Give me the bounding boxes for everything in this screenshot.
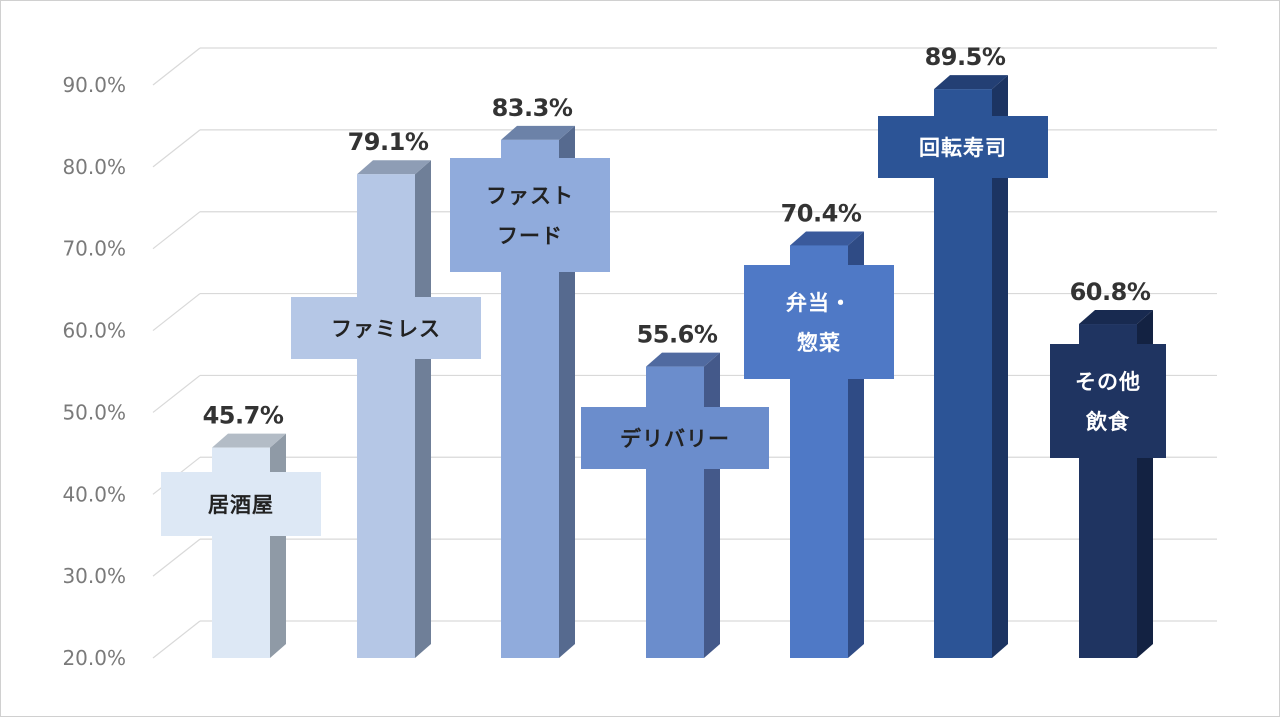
y-tick-label: 30.0% [62, 564, 126, 588]
bar [357, 174, 415, 658]
data-label: 83.3% [492, 94, 573, 122]
category-label: 回転寿司 [878, 116, 1048, 178]
category-label-box [744, 265, 894, 379]
category-label-box [1050, 344, 1166, 458]
category-label-box [450, 158, 610, 272]
gridline-diagonal [152, 538, 201, 577]
gridline-diagonal [152, 211, 201, 250]
data-label: 60.8% [1070, 278, 1151, 306]
y-tick-label: 20.0% [62, 646, 126, 670]
category-label: ファミレス [291, 297, 481, 359]
y-tick-label: 80.0% [62, 155, 126, 179]
bar-group: 居酒屋 45.7% [161, 402, 321, 658]
y-tick-label: 90.0% [62, 73, 126, 97]
bar-side [270, 433, 286, 658]
bar-side [992, 75, 1008, 659]
bar [934, 89, 992, 659]
category-label: 居酒屋 [161, 472, 321, 536]
data-label: 89.5% [925, 43, 1006, 71]
bar-top [212, 433, 286, 448]
category-label-box [581, 407, 769, 469]
category-label-text: 回転寿司 [919, 136, 1007, 160]
bar-top [1079, 310, 1153, 325]
y-tick-label: 40.0% [62, 482, 126, 506]
bar-group: ファミレス 79.1% [291, 128, 481, 658]
bar-top [934, 75, 1008, 90]
gridline-diagonal [152, 47, 201, 86]
category-label: 弁当・惣菜 [744, 265, 894, 379]
y-tick-label: 60.0% [62, 319, 126, 343]
gridline-diagonal [152, 129, 201, 168]
gridline-diagonal [152, 620, 201, 659]
category-label-text: ファスト [486, 184, 574, 208]
category-label-box [291, 297, 481, 359]
data-label: 55.6% [637, 321, 718, 349]
bar-side [415, 160, 431, 658]
category-label-text: 惣菜 [797, 331, 841, 355]
category-label-text: 居酒屋 [208, 493, 274, 517]
bar-top [646, 352, 720, 367]
data-label: 79.1% [348, 128, 429, 156]
bar-top [790, 231, 864, 246]
category-label-text: ファミレス [331, 317, 441, 341]
gridline-diagonal [152, 293, 201, 332]
category-label-box [878, 116, 1048, 178]
data-label: 45.7% [203, 402, 284, 430]
bar-group: 弁当・惣菜 70.4% [744, 199, 894, 658]
data-label: 70.4% [781, 199, 862, 227]
bar-side [704, 352, 720, 658]
category-label-text: 飲食 [1085, 410, 1130, 434]
bar-group: 回転寿司 89.5% [878, 43, 1048, 659]
category-label: デリバリー [581, 407, 769, 469]
gridline-diagonal [152, 374, 201, 413]
category-label-text: 弁当・ [786, 291, 852, 315]
y-axis-ticks: 20.0% 30.0% 40.0% 50.0% 60.0% 70.0% 80.0% 90.0% [62, 73, 126, 670]
category-label-box [161, 472, 321, 536]
bar-group: デリバリー 55.6% [581, 321, 769, 658]
category-label-text: デリバリー [620, 427, 730, 451]
bar-top [357, 160, 431, 175]
category-label-text: その他 [1075, 370, 1141, 394]
category-label-text: フード [497, 224, 563, 248]
y-tick-label: 50.0% [62, 400, 126, 424]
bar-top [501, 125, 575, 140]
y-tick-label: 70.0% [62, 237, 126, 261]
